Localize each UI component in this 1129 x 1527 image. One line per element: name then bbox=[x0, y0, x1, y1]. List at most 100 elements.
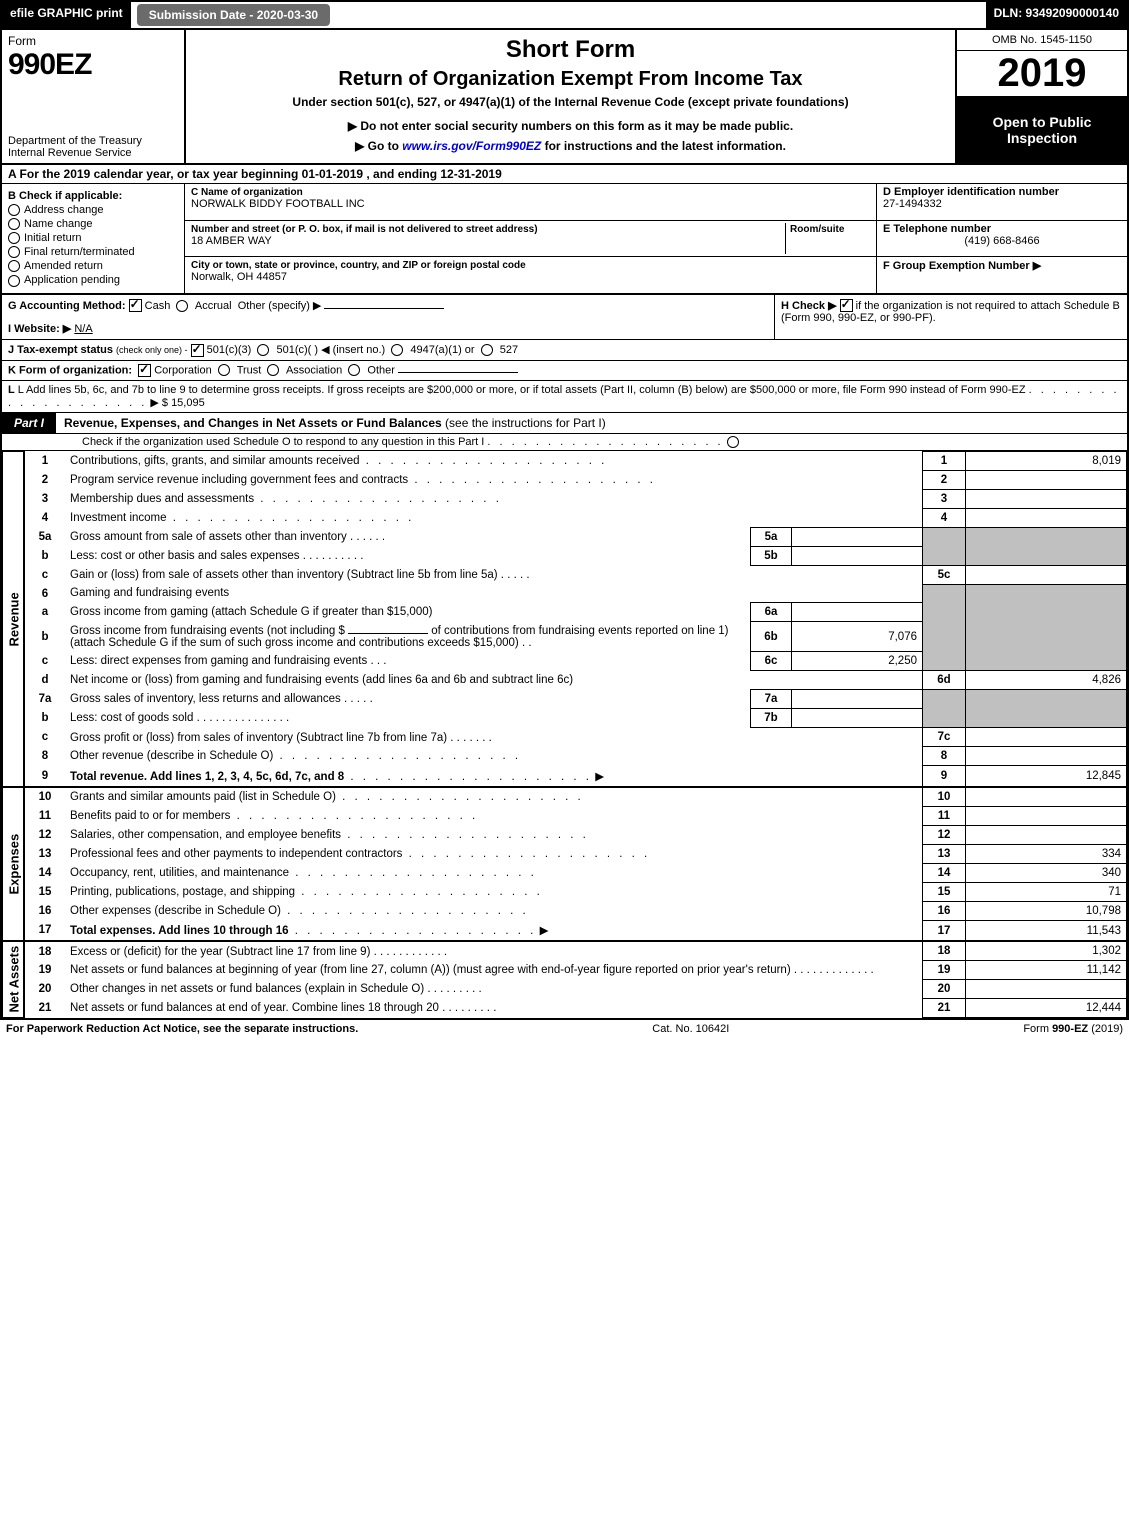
checkbox-name-change[interactable]: Name change bbox=[8, 218, 178, 230]
form-number: 990EZ bbox=[8, 48, 178, 82]
section-j: J Tax-exempt status (check only one) - 5… bbox=[2, 340, 1127, 361]
line-6b-contrib-input[interactable] bbox=[348, 633, 428, 634]
checkbox-association[interactable] bbox=[267, 364, 279, 376]
goto-suffix: for instructions and the latest informat… bbox=[545, 139, 786, 153]
dln-label: DLN: 93492090000140 bbox=[986, 2, 1127, 28]
gross-receipts-amount: $ 15,095 bbox=[162, 397, 205, 409]
line-3: 3 Membership dues and assessments 3 bbox=[3, 489, 1127, 508]
checkbox-4947a1[interactable] bbox=[391, 344, 403, 356]
line-7c: c Gross profit or (loss) from sales of i… bbox=[3, 728, 1127, 747]
checkbox-501c[interactable] bbox=[257, 344, 269, 356]
section-gh: G Accounting Method: Cash Accrual Other … bbox=[2, 295, 1127, 341]
opt-trust: Trust bbox=[237, 364, 262, 376]
line-15-desc: Printing, publications, postage, and shi… bbox=[70, 886, 295, 898]
checkbox-amended-return[interactable]: Amended return bbox=[8, 260, 178, 272]
line-17-desc: Total expenses. Add lines 10 through 16 bbox=[70, 925, 289, 937]
checkbox-other-org[interactable] bbox=[348, 364, 360, 376]
line-7b-desc: Less: cost of goods sold bbox=[70, 712, 193, 724]
line-5b-desc: Less: cost or other basis and sales expe… bbox=[70, 550, 300, 562]
checkbox-527[interactable] bbox=[481, 344, 493, 356]
line-6b-desc1: Gross income from fundraising events (no… bbox=[70, 625, 345, 637]
ein-label: D Employer identification number bbox=[883, 186, 1059, 198]
checkbox-application-pending[interactable]: Application pending bbox=[8, 274, 178, 286]
irs-gov-link[interactable]: www.irs.gov/Form990EZ bbox=[402, 139, 541, 153]
checkbox-cash[interactable] bbox=[129, 299, 142, 312]
checkbox-final-return[interactable]: Final return/terminated bbox=[8, 246, 178, 258]
street-value: 18 AMBER WAY bbox=[191, 235, 272, 247]
website-value: N/A bbox=[74, 323, 92, 335]
no-ssn-instruction: ▶ Do not enter social security numbers o… bbox=[196, 119, 945, 133]
line-14-desc: Occupancy, rent, utilities, and maintena… bbox=[70, 867, 289, 879]
return-title: Return of Organization Exempt From Incom… bbox=[196, 68, 945, 91]
city-value: Norwalk, OH 44857 bbox=[191, 271, 287, 283]
section-h-prefix: H Check ▶ bbox=[781, 300, 837, 312]
line-15: 15 Printing, publications, postage, and … bbox=[3, 882, 1127, 901]
line-11-val bbox=[966, 806, 1127, 825]
line-6b-sub: 7,076 bbox=[792, 622, 923, 652]
info-block: B Check if applicable: Address change Na… bbox=[2, 184, 1127, 295]
line-1-desc: Contributions, gifts, grants, and simila… bbox=[70, 455, 360, 467]
checkbox-initial-return[interactable]: Initial return bbox=[8, 232, 178, 244]
form-header: Form 990EZ Department of the Treasury In… bbox=[2, 30, 1127, 165]
line-19-desc: Net assets or fund balances at beginning… bbox=[70, 964, 791, 976]
line-4-val bbox=[966, 508, 1127, 527]
other-org-input[interactable] bbox=[398, 372, 518, 373]
line-7c-desc: Gross profit or (loss) from sales of inv… bbox=[70, 732, 447, 744]
line-16-desc: Other expenses (describe in Schedule O) bbox=[70, 905, 281, 917]
footer-cat-no: Cat. No. 10642I bbox=[652, 1023, 729, 1035]
line-9: 9 Total revenue. Add lines 1, 2, 3, 4, 5… bbox=[3, 766, 1127, 787]
line-17: 17 Total expenses. Add lines 10 through … bbox=[3, 920, 1127, 941]
line-6: 6 Gaming and fundraising events bbox=[3, 584, 1127, 603]
opt-4947a1: 4947(a)(1) or bbox=[410, 344, 474, 356]
line-3-desc: Membership dues and assessments bbox=[70, 493, 254, 505]
checkbox-schedule-o-part-i[interactable] bbox=[727, 436, 739, 448]
checkbox-accrual[interactable] bbox=[176, 300, 188, 312]
line-19: 19 Net assets or fund balances at beginn… bbox=[3, 961, 1127, 980]
checkbox-schedule-b-not-required[interactable] bbox=[840, 299, 853, 312]
section-a-tax-year: A For the 2019 calendar year, or tax yea… bbox=[2, 165, 1127, 184]
section-g: G Accounting Method: Cash Accrual Other … bbox=[8, 299, 768, 313]
line-20: 20 Other changes in net assets or fund b… bbox=[3, 980, 1127, 999]
section-h: H Check ▶ if the organization is not req… bbox=[774, 295, 1127, 340]
city-cell: City or town, state or province, country… bbox=[185, 257, 876, 293]
line-8-desc: Other revenue (describe in Schedule O) bbox=[70, 750, 273, 762]
phone-value: (419) 668-8466 bbox=[883, 235, 1121, 247]
opt-other: Other bbox=[367, 364, 395, 376]
ein-value: 27-1494332 bbox=[883, 198, 942, 210]
line-2-desc: Program service revenue including govern… bbox=[70, 474, 408, 486]
checkbox-corporation[interactable] bbox=[138, 364, 151, 377]
insert-no: ◀ (insert no.) bbox=[321, 344, 385, 356]
section-b: B Check if applicable: Address change Na… bbox=[2, 184, 185, 293]
website-label: I Website: ▶ bbox=[8, 323, 71, 335]
line-6a-sub bbox=[792, 603, 923, 622]
line-13-val: 334 bbox=[966, 844, 1127, 863]
line-8-val bbox=[966, 747, 1127, 766]
header-left: Form 990EZ Department of the Treasury In… bbox=[2, 30, 186, 163]
line-13-desc: Professional fees and other payments to … bbox=[70, 848, 402, 860]
checkbox-address-change[interactable]: Address change bbox=[8, 204, 178, 216]
street-cell: Number and street (or P. O. box, if mail… bbox=[185, 221, 876, 258]
part-i-title: Revenue, Expenses, and Changes in Net As… bbox=[64, 413, 1127, 433]
line-7c-val bbox=[966, 728, 1127, 747]
line-17-val: 11,543 bbox=[966, 920, 1127, 941]
org-name-value: NORWALK BIDDY FOOTBALL INC bbox=[191, 198, 365, 210]
line-15-val: 71 bbox=[966, 882, 1127, 901]
under-section: Under section 501(c), 527, or 4947(a)(1)… bbox=[196, 95, 945, 109]
open-to-public-inspection: Open to Public Inspection bbox=[957, 97, 1127, 163]
efile-graphic-print[interactable]: efile GRAPHIC print bbox=[2, 2, 131, 28]
section-def: D Employer identification number 27-1494… bbox=[876, 184, 1127, 293]
city-label: City or town, state or province, country… bbox=[191, 260, 526, 271]
footer-paperwork-notice: For Paperwork Reduction Act Notice, see … bbox=[6, 1023, 358, 1035]
part-i-check-o: Check if the organization used Schedule … bbox=[2, 434, 1127, 451]
section-l-text: L Add lines 5b, 6c, and 7b to line 9 to … bbox=[18, 384, 1026, 396]
other-specify-input[interactable] bbox=[324, 308, 444, 309]
line-10: Expenses 10 Grants and similar amounts p… bbox=[3, 787, 1127, 807]
line-7a-sub bbox=[792, 690, 923, 709]
footer-form-ref: Form 990-EZ (2019) bbox=[1023, 1023, 1123, 1035]
section-i: I Website: ▶ N/A bbox=[8, 322, 768, 335]
top-bar-spacer bbox=[336, 2, 985, 28]
line-5a-sub bbox=[792, 527, 923, 546]
org-name-label: C Name of organization bbox=[191, 187, 303, 198]
checkbox-trust[interactable] bbox=[218, 364, 230, 376]
checkbox-501c3[interactable] bbox=[191, 344, 204, 357]
